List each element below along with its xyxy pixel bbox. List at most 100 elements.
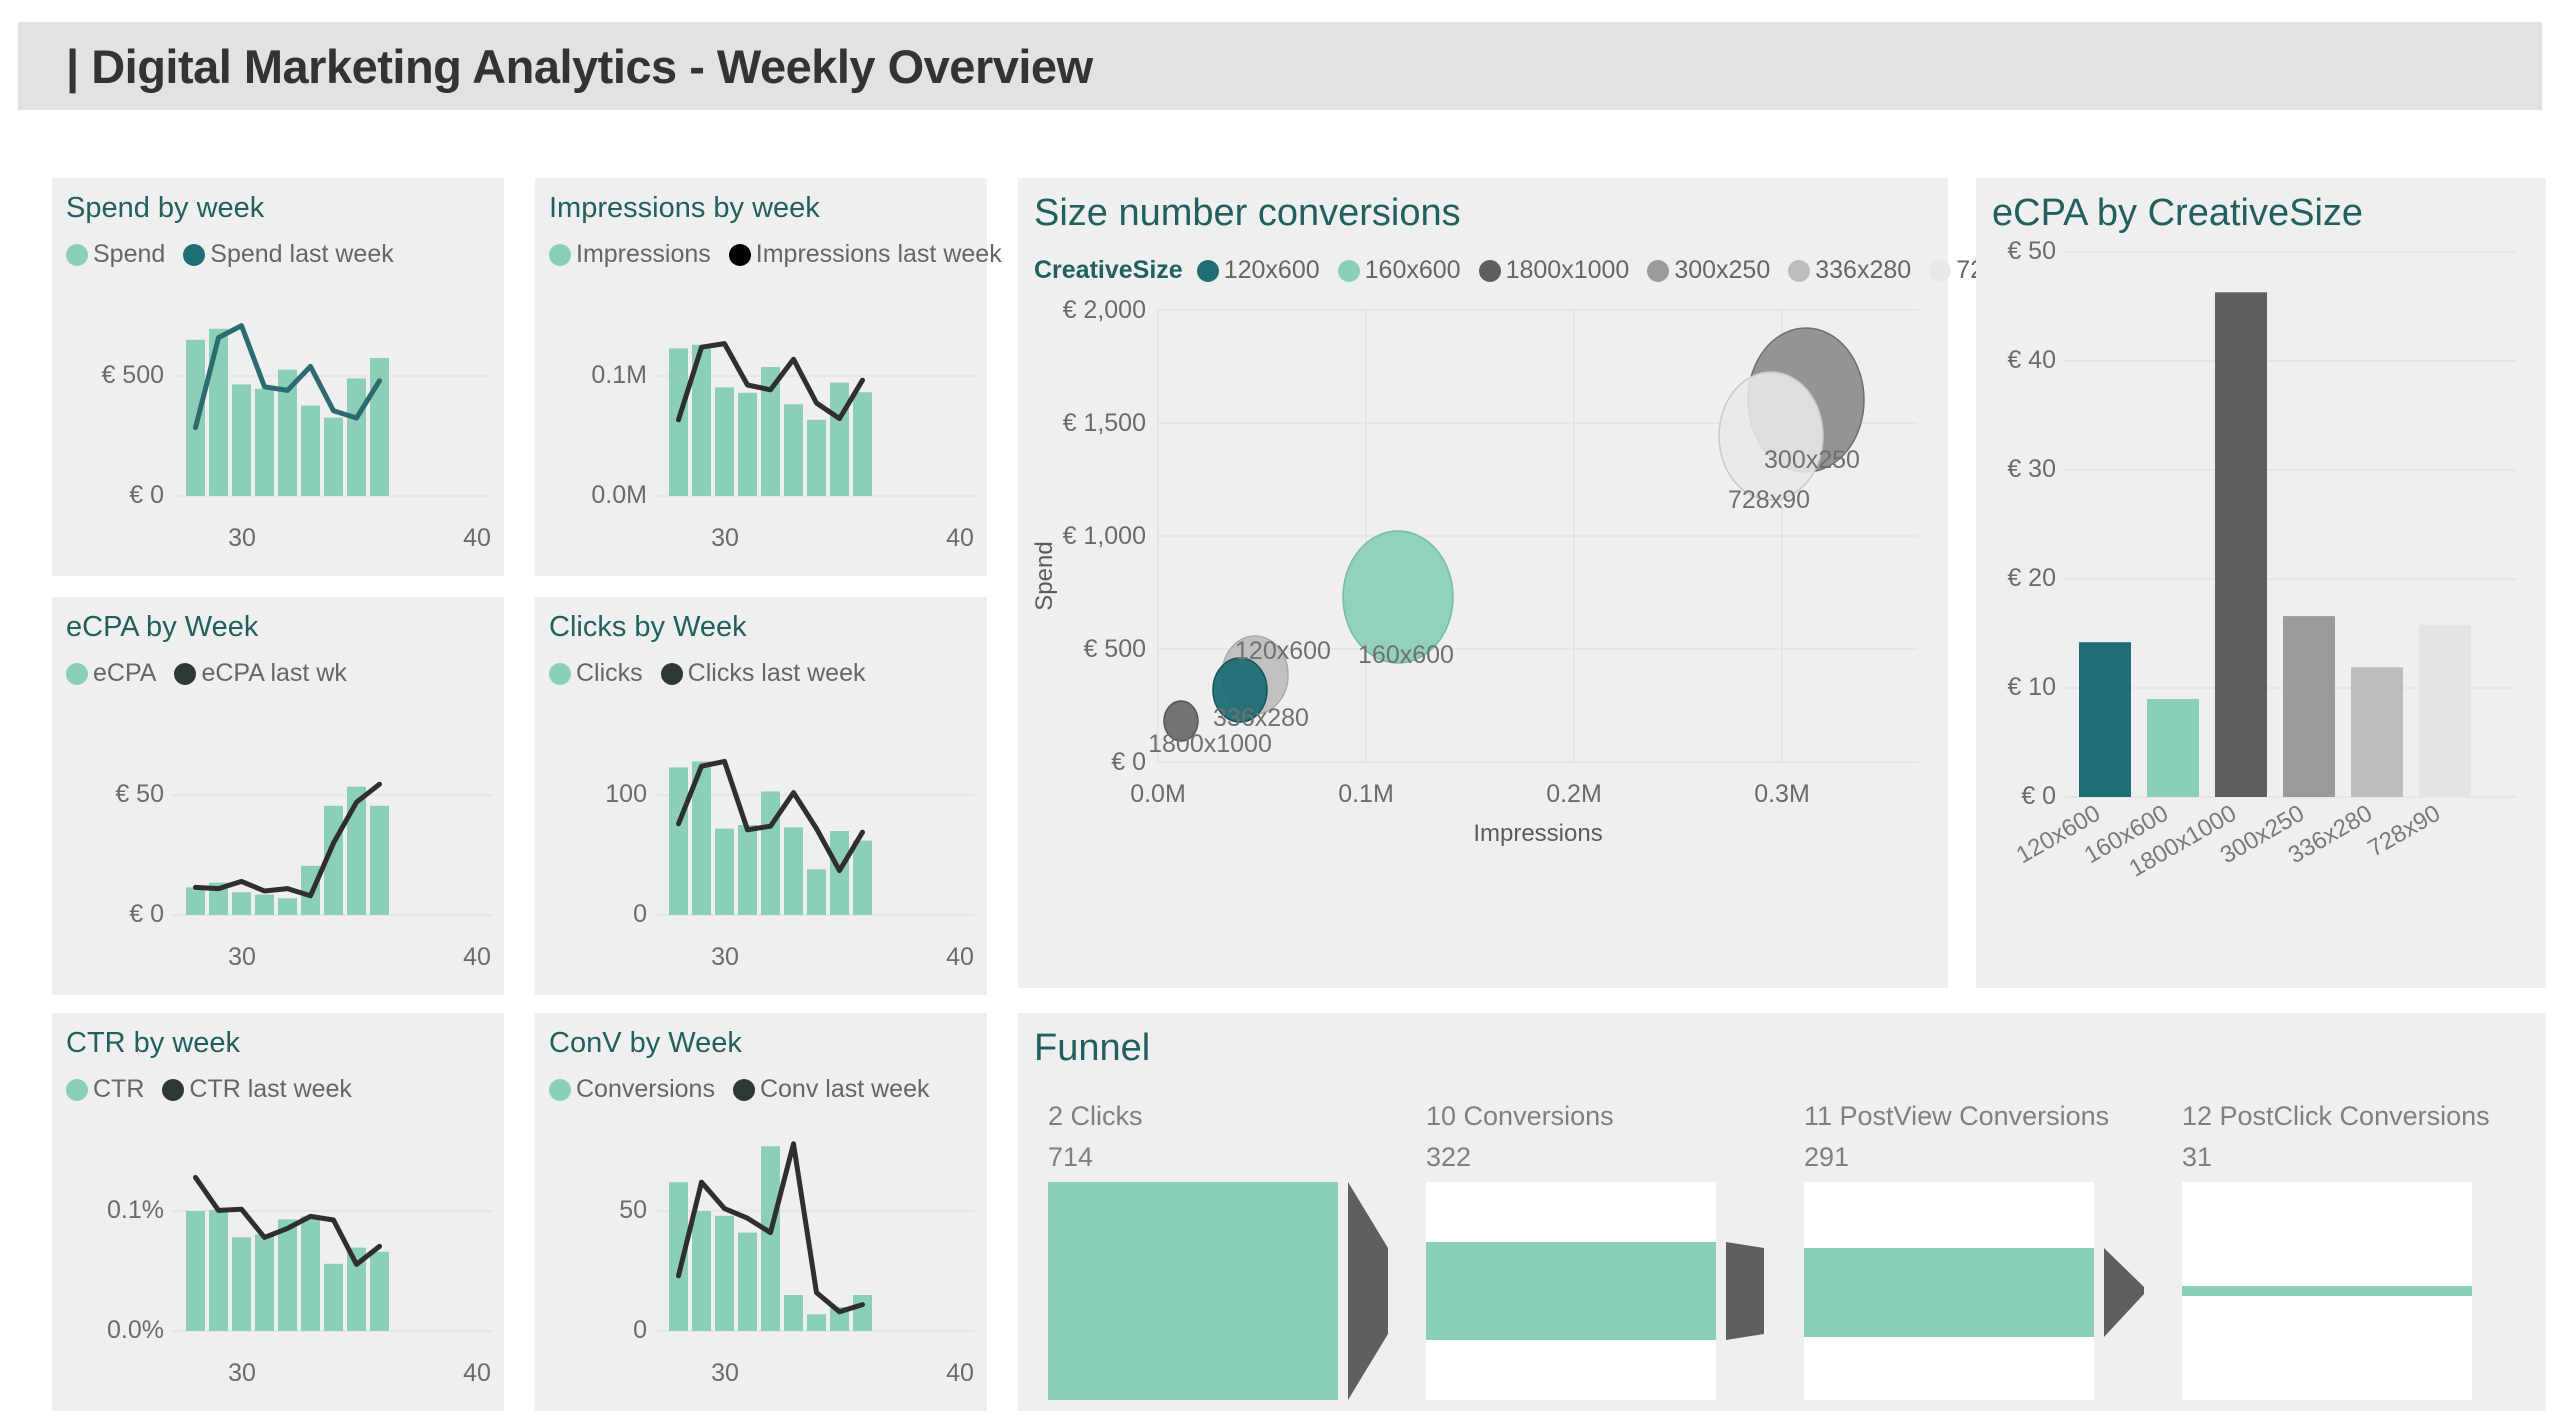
panel-clicks-by-week[interactable]: Clicks by Week Clicks Clicks last week 1… bbox=[535, 597, 987, 995]
funnel-stage-conversions[interactable]: 10 Conversions 322 bbox=[1426, 1101, 1716, 1173]
legend-item-160x600[interactable]: 160x600 bbox=[1337, 256, 1461, 285]
panel-title-ecpa-week: eCPA by Week bbox=[66, 611, 259, 643]
legend-item-1800x1000[interactable]: 1800x1000 bbox=[1478, 256, 1629, 285]
legend-label-120x600: 120x600 bbox=[1223, 256, 1320, 284]
legend-item-impressions[interactable]: Impressions bbox=[549, 240, 711, 269]
bubble-label-728x90: 728x90 bbox=[1728, 486, 1810, 514]
bubble-label-1800x1000: 1800x1000 bbox=[1148, 730, 1272, 758]
bars-clicks bbox=[669, 761, 872, 915]
ytick-bubble-2000: € 2,000 bbox=[1063, 296, 1146, 324]
legend-item-ecpa[interactable]: eCPA bbox=[66, 659, 156, 688]
legend-dot-spend bbox=[66, 243, 88, 266]
legend-ctr: CTR CTR last week bbox=[66, 1075, 370, 1104]
funnel-label-postclick: 12 PostClick Conversions bbox=[2182, 1101, 2490, 1131]
legend-dot-impressions-last-week bbox=[728, 243, 751, 266]
legend-item-conversions[interactable]: Conversions bbox=[549, 1075, 715, 1104]
legend-item-ctr-last-week[interactable]: CTR last week bbox=[162, 1075, 352, 1104]
panel-ctr-by-week[interactable]: CTR by week CTR CTR last week 0.1% 0.0% bbox=[52, 1013, 504, 1411]
panel-ecpa-by-creativesize[interactable]: eCPA by CreativeSize € 50 € 40 € 30 € 20… bbox=[1976, 178, 2546, 988]
funnel-connector-1 bbox=[1348, 1182, 1388, 1400]
bars-ecpasize[interactable] bbox=[2079, 292, 2471, 797]
legend-ecpa-week: eCPA eCPA last wk bbox=[66, 659, 365, 688]
legend-item-120x600[interactable]: 120x600 bbox=[1196, 256, 1320, 285]
funnel-fill-clicks bbox=[1048, 1182, 1338, 1400]
funnel-stage-clicks[interactable]: 2 Clicks 714 bbox=[1048, 1101, 1338, 1173]
bubble-728x90 bbox=[1718, 371, 1824, 501]
bubbles[interactable] bbox=[1163, 327, 1865, 742]
funnel-connector-2 bbox=[1726, 1242, 1764, 1340]
funnel-stage-postview[interactable]: 11 PostView Conversions 291 bbox=[1804, 1101, 2124, 1173]
line-spend-last-week bbox=[193, 323, 382, 431]
xtick-impressions-30: 30 bbox=[711, 524, 739, 552]
legend-item-spend[interactable]: Spend bbox=[66, 240, 165, 269]
funnel-stage-postclick[interactable]: 12 PostClick Conversions 31 bbox=[2182, 1101, 2522, 1173]
bar-120x600 bbox=[2079, 642, 2131, 797]
bubble-label-300x250: 300x250 bbox=[1764, 446, 1860, 474]
xtick-ctr-30: 30 bbox=[228, 1359, 256, 1387]
legend-item-ctr[interactable]: CTR bbox=[66, 1075, 144, 1104]
ytick-ecpa-0: € 0 bbox=[129, 900, 164, 928]
xtick-spend-30: 30 bbox=[228, 524, 256, 552]
panel-impressions-by-week[interactable]: Impressions by week Impressions Impressi… bbox=[535, 178, 1002, 576]
ytick-bubble-1000: € 1,000 bbox=[1063, 522, 1146, 550]
panel-size-number-conversions[interactable]: Size number conversions CreativeSize 120… bbox=[1018, 178, 2038, 988]
panel-ecpa-by-week[interactable]: eCPA by Week eCPA eCPA last wk € 50 € 0 bbox=[52, 597, 504, 995]
chart-ctr-by-week[interactable]: 0.1% 0.0% 30 40 bbox=[52, 1113, 504, 1411]
panel-conv-by-week[interactable]: ConV by Week Conversions Conv last week … bbox=[535, 1013, 987, 1411]
legend-label-ctr-last-week: CTR last week bbox=[189, 1075, 352, 1103]
legend-dot-ctr bbox=[66, 1078, 88, 1101]
chart-conv-by-week[interactable]: 50 0 30 40 bbox=[535, 1113, 987, 1411]
legend-item-336x280[interactable]: 336x280 bbox=[1788, 256, 1911, 285]
legend-label-conv-last-week: Conv last week bbox=[759, 1075, 930, 1103]
chart-ecpa-by-creativesize[interactable]: € 50 € 40 € 30 € 20 € 10 € 0 bbox=[1976, 240, 2546, 988]
bar-160x600 bbox=[2147, 699, 2199, 797]
page-title: | Digital Marketing Analytics - Weekly O… bbox=[66, 39, 1093, 93]
xtick-ecpa-40: 40 bbox=[463, 943, 491, 971]
chart-impressions-by-week[interactable]: 0.1M 0.0M 30 40 bbox=[535, 278, 987, 576]
ytick-conv-0: 0 bbox=[633, 1316, 647, 1344]
legend-dot-ecpa-last-wk bbox=[174, 662, 197, 685]
legend-item-clicks-last-week[interactable]: Clicks last week bbox=[660, 659, 866, 688]
xtick-conv-40: 40 bbox=[946, 1359, 974, 1387]
xticks-ecpasize: 120x600 160x600 1800x1000 300x250 336x28… bbox=[2012, 800, 2445, 883]
chart-bubble-scatter[interactable]: € 2,000 € 1,500 € 1,000 € 500 € 0 Spend bbox=[1018, 296, 1948, 988]
panel-funnel[interactable]: Funnel 2 Clicks 714 10 Conversions 322 1… bbox=[1018, 1013, 2546, 1411]
legend-label-impressions-last-week: Impressions last week bbox=[755, 240, 1002, 268]
xtick-bubble-02M: 0.2M bbox=[1546, 780, 1602, 808]
legend-label-clicks-last-week: Clicks last week bbox=[687, 659, 866, 687]
legend-dot-spend-last-week bbox=[183, 243, 206, 266]
chart-spend-by-week[interactable]: € 500 € 0 30 40 bbox=[52, 278, 504, 576]
xtick-ctr-40: 40 bbox=[463, 1359, 491, 1387]
bubble-160x600 bbox=[1342, 530, 1454, 664]
legend-item-conv-last-week[interactable]: Conv last week bbox=[732, 1075, 930, 1104]
legend-dot-clicks bbox=[549, 662, 571, 685]
legend-item-impressions-last-week[interactable]: Impressions last week bbox=[728, 240, 1002, 269]
chart-ecpa-by-week[interactable]: € 50 € 0 30 40 bbox=[52, 697, 504, 995]
ytick-ctr-00: 0.0% bbox=[107, 1316, 164, 1344]
bubble-label-336x280: 336x280 bbox=[1213, 704, 1309, 732]
bar-728x90 bbox=[2419, 624, 2471, 797]
legend-item-clicks[interactable]: Clicks bbox=[549, 659, 643, 688]
legend-label-336x280: 336x280 bbox=[1815, 256, 1912, 284]
funnel-box-postview bbox=[1804, 1182, 2094, 1400]
panel-title-ecpa-size: eCPA by CreativeSize bbox=[1992, 192, 2364, 234]
panel-spend-by-week[interactable]: Spend by week Spend Spend last week € 50… bbox=[52, 178, 504, 576]
ytick-spend-500: € 500 bbox=[101, 361, 164, 389]
chart-clicks-by-week[interactable]: 100 0 30 40 bbox=[535, 697, 987, 995]
legend-label-clicks: Clicks bbox=[576, 659, 643, 687]
axis-title-impressions: Impressions bbox=[1473, 820, 1602, 847]
legend-item-spend-last-week[interactable]: Spend last week bbox=[183, 240, 394, 269]
legend-dot-ecpa bbox=[66, 662, 88, 685]
bubble-label-160x600: 160x600 bbox=[1358, 641, 1454, 669]
legend-label-160x600: 160x600 bbox=[1364, 256, 1461, 284]
funnel-label-postview: 11 PostView Conversions bbox=[1804, 1101, 2110, 1131]
funnel-fill-postclick bbox=[2182, 1286, 2472, 1296]
ytick-ecpasize-20: € 20 bbox=[2007, 564, 2056, 592]
xtick-bubble-00M: 0.0M bbox=[1130, 780, 1186, 808]
legend-item-300x250[interactable]: 300x250 bbox=[1647, 256, 1770, 285]
legend-item-ecpa-last-wk[interactable]: eCPA last wk bbox=[174, 659, 347, 688]
funnel-value-postclick: 31 bbox=[2182, 1142, 2213, 1172]
legend-dot-728x90 bbox=[1929, 259, 1952, 282]
bars-ecpa bbox=[186, 786, 389, 915]
